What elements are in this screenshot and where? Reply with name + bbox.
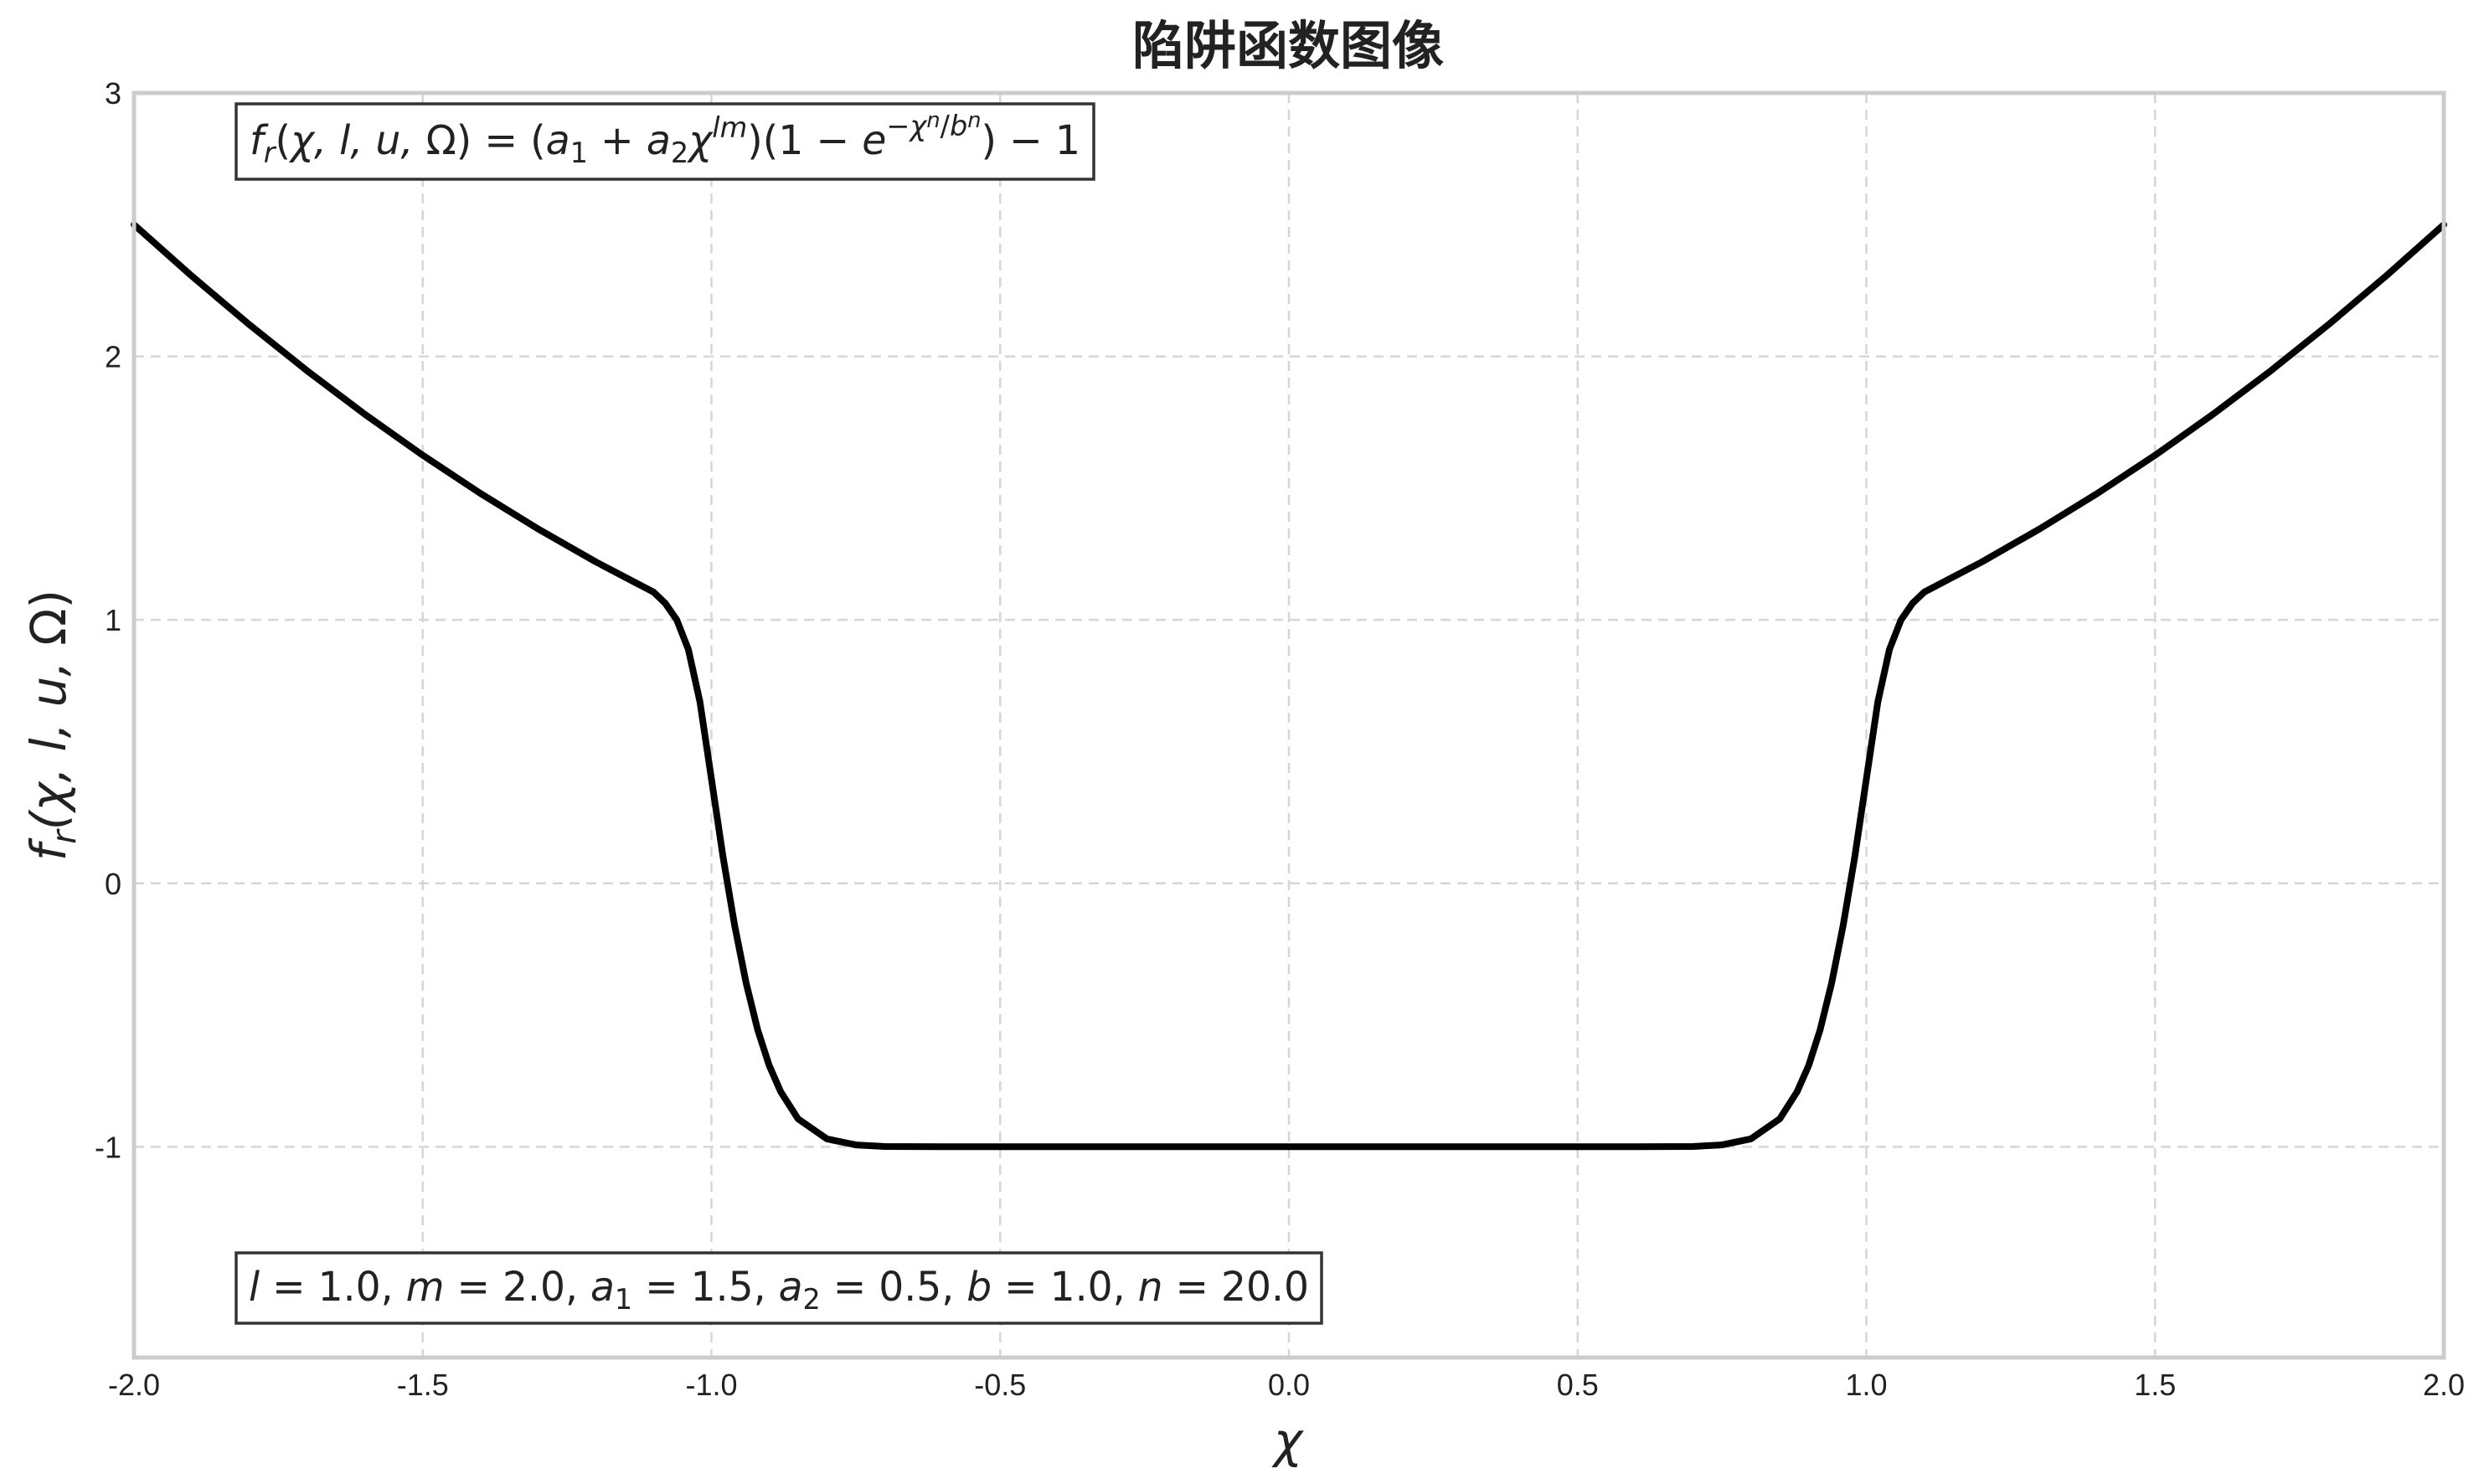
formula-text: fr(χ, l, u, Ω) = (a1 + a2χlm)(1 − e−χn/b…	[250, 108, 1080, 170]
chart-title: 陷阱函数图像	[1132, 15, 1444, 76]
y-axis-ticks: -1 0 1 2 3	[95, 76, 121, 1164]
x-tick-label: -0.5	[974, 1368, 1026, 1402]
x-axis-label: χ	[1271, 1412, 1305, 1469]
x-tick-label: 1.0	[1845, 1368, 1887, 1402]
y-tick-label: 0	[105, 867, 121, 901]
x-tick-label: 0.5	[1557, 1368, 1599, 1402]
plot-frame	[131, 90, 2446, 1360]
y-tick-label: 2	[105, 340, 121, 374]
x-tick-label: 1.5	[2134, 1368, 2176, 1402]
formula-box	[234, 102, 1095, 181]
y-tick-label: -1	[95, 1130, 121, 1164]
y-tick-label: 1	[105, 603, 121, 637]
x-tick-label: 0.0	[1268, 1368, 1310, 1402]
y-label-close: )	[20, 590, 77, 609]
grid	[132, 91, 2445, 1358]
y-label-subscript: r	[45, 828, 84, 844]
y-tick-label: 3	[105, 76, 121, 111]
x-tick-label: -1.5	[397, 1368, 449, 1402]
x-tick-label: -2.0	[108, 1368, 160, 1402]
params-text: l = 1.0, m = 2.0, a1 = 1.5, a2 = 0.5, b …	[249, 1264, 1309, 1317]
x-axis-ticks: -2.0 -1.5 -1.0 -0.5 0.0 0.5 1.0 1.5 2.0	[108, 1368, 2465, 1402]
x-tick-label: 2.0	[2423, 1368, 2465, 1402]
y-axis-label: fr(χ, l, u, Ω)	[20, 590, 84, 861]
y-label-omega: Ω	[20, 608, 77, 645]
formula-annotation: fr(χ, l, u, Ω) = (a1 + a2χlm)(1 − e−χn/b…	[234, 102, 1095, 181]
x-tick-label: -1.0	[685, 1368, 737, 1402]
params-box	[234, 1251, 1323, 1325]
params-annotation: l = 1.0, m = 2.0, a1 = 1.5, a2 = 0.5, b …	[234, 1251, 1323, 1325]
y-label-args: (χ, l, u,	[20, 646, 77, 830]
series-line	[131, 221, 2447, 1151]
plot-area	[131, 221, 2447, 1151]
